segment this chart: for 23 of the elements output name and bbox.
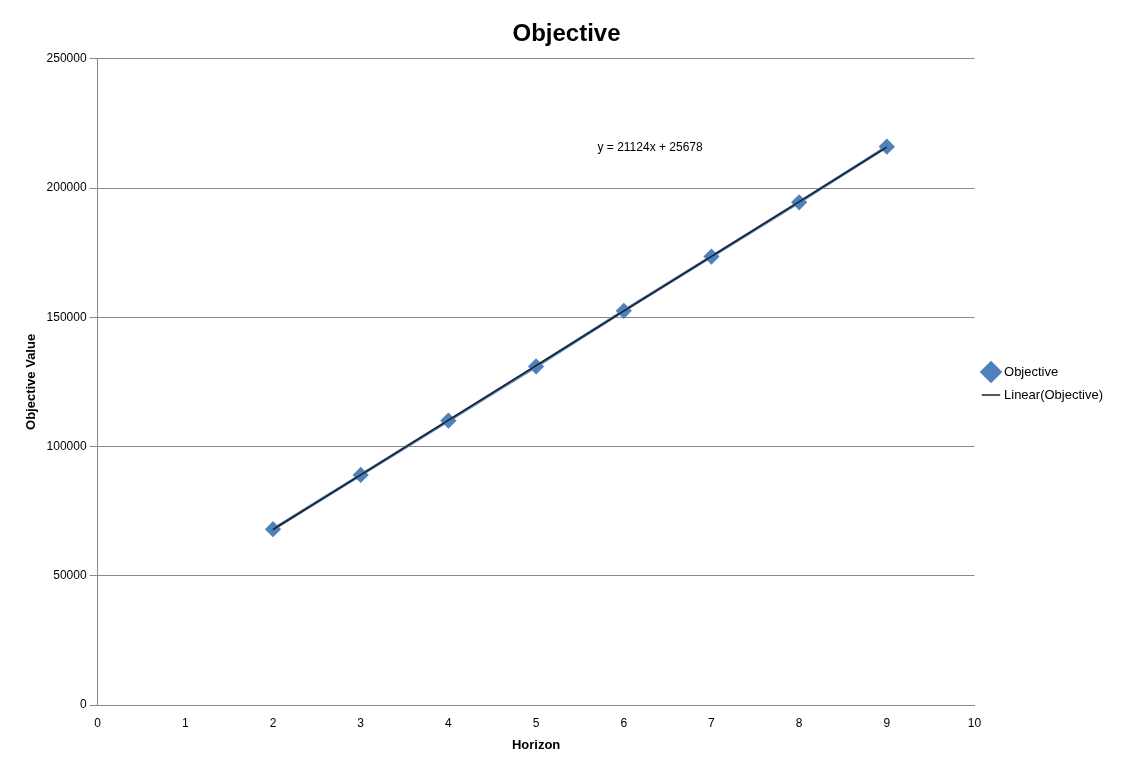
x-tick-label: 5 [532,715,540,730]
y-tick-label: 100000 [46,438,87,453]
annotation: y = 21124x + 25678 [597,139,703,154]
legend-label: Linear(Objective) [1004,386,1104,402]
y-tick-label: 0 [79,697,87,712]
y-tick-label: 200000 [46,180,87,195]
y-tick-label: 250000 [46,51,87,66]
x-tick-label: 4 [445,715,453,730]
legend-label: Objective [1004,363,1059,379]
x-axis-title: Horizon [511,736,561,752]
y-axis-title: Objective Value [23,333,39,430]
y-tick-label: 150000 [46,309,87,324]
x-tick-label: 9 [883,715,891,730]
x-tick-label: 2 [269,715,277,730]
chart-title: Objective [512,19,621,47]
x-tick-label: 1 [181,715,189,730]
x-tick-label: 3 [357,715,365,730]
x-tick-label: 10 [967,715,982,730]
x-tick-label: 0 [94,715,102,730]
x-tick-label: 6 [620,715,628,730]
y-tick-label: 50000 [53,568,87,583]
x-tick-label: 8 [795,715,803,730]
x-tick-label: 7 [708,715,716,730]
